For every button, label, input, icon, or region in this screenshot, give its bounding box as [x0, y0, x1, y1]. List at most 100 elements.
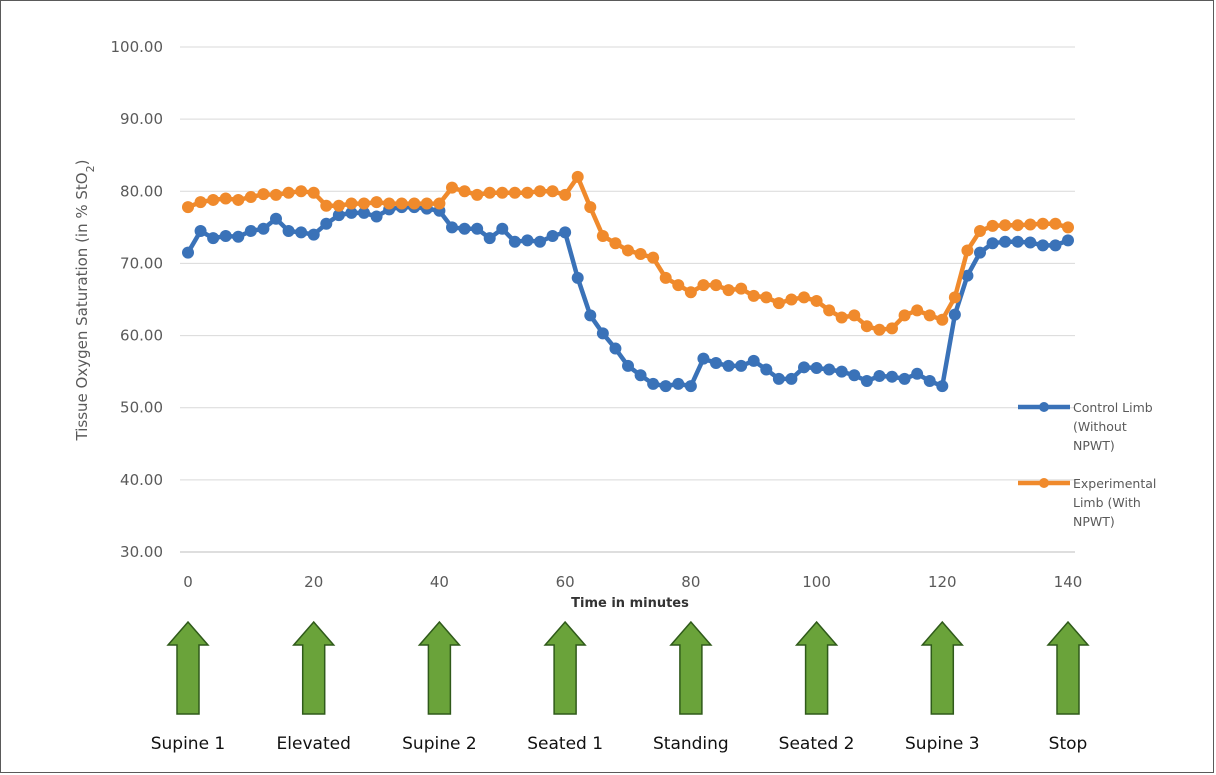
phase-label: Stop [1049, 734, 1088, 754]
y-tick-label: 100.00 [111, 38, 164, 56]
legend: Control Limb (Without NPWT) Experimental Lim… [1018, 400, 1156, 529]
data-point [508, 235, 521, 248]
data-point [244, 191, 257, 204]
data-point [747, 354, 760, 367]
data-point [521, 186, 534, 199]
data-point [534, 235, 546, 248]
data-point [684, 380, 697, 393]
legend-label: Control Limb [1073, 400, 1153, 415]
data-point [911, 367, 924, 380]
data-point [710, 356, 722, 369]
data-point [848, 369, 861, 382]
data-point [622, 359, 634, 372]
legend-label: (Without [1073, 419, 1127, 434]
x-axis-title: Time in minutes [571, 596, 689, 611]
data-point [458, 185, 471, 198]
data-point [332, 199, 345, 212]
data-point [458, 222, 471, 235]
data-point [785, 293, 798, 306]
data-point [999, 219, 1012, 232]
data-point [622, 244, 634, 257]
x-tick-label: 60 [556, 573, 575, 591]
data-point [596, 327, 609, 340]
data-point [332, 209, 345, 222]
phase-arrows [166, 620, 1090, 715]
data-point [823, 304, 836, 317]
data-point [609, 342, 622, 355]
x-tick-label: 120 [928, 573, 957, 591]
data-point [1062, 234, 1074, 247]
data-point [320, 199, 333, 212]
data-point [194, 196, 207, 209]
data-point [433, 197, 446, 210]
legend-label: Limb (With [1073, 495, 1141, 510]
phase-arrow [166, 620, 210, 715]
data-point [798, 291, 810, 304]
data-point [508, 186, 521, 199]
data-point [974, 224, 986, 237]
data-point [647, 377, 660, 390]
data-point [722, 284, 735, 297]
data-point [810, 294, 823, 307]
data-point [571, 170, 584, 183]
phase-arrow [1046, 620, 1090, 715]
data-point [345, 197, 358, 210]
legend-marker [1039, 402, 1049, 412]
legend-label: NPWT) [1073, 514, 1115, 529]
data-point [835, 365, 848, 378]
data-point [370, 196, 383, 209]
data-point [345, 206, 358, 219]
data-point [923, 375, 936, 388]
data-point [923, 309, 936, 322]
data-point [257, 188, 270, 201]
legend-entry: Experimental Limb (With NPWT) [1018, 476, 1156, 529]
x-tick-labels: 0 20 40 60 80 100 120 140 [183, 573, 1082, 591]
data-point [471, 188, 484, 201]
data-point [307, 186, 320, 199]
series-lines [182, 170, 1074, 393]
phase-label: Elevated [277, 734, 351, 754]
data-point [282, 224, 295, 237]
x-tick-label: 140 [1054, 573, 1083, 591]
phase-label: Seated 2 [779, 734, 855, 754]
y-tick-labels: 30.00 40.00 50.00 60.00 70.00 80.00 90.00 100.0… [111, 38, 164, 561]
data-point [860, 375, 873, 388]
y-tick-label: 40.00 [120, 471, 163, 489]
data-point [659, 271, 672, 284]
series-experimental-limb [182, 170, 1074, 336]
x-tick-label: 20 [304, 573, 323, 591]
data-point [823, 363, 836, 376]
data-point [609, 237, 622, 250]
data-point [684, 286, 697, 299]
phase-label: Standing [653, 734, 729, 754]
data-point [1024, 218, 1037, 231]
data-point [182, 201, 194, 214]
data-point [1062, 221, 1074, 234]
data-point [835, 311, 848, 324]
data-point [986, 237, 999, 250]
legend-label: Experimental [1073, 476, 1156, 491]
data-point [898, 309, 911, 322]
data-point [446, 181, 458, 194]
data-point [496, 186, 509, 199]
data-point [1036, 239, 1049, 252]
data-point [383, 197, 396, 210]
data-point [735, 359, 748, 372]
data-point [974, 246, 986, 259]
data-point [747, 289, 760, 302]
data-point [634, 369, 647, 382]
data-point [697, 279, 710, 292]
data-point [483, 232, 496, 245]
data-point [295, 185, 308, 198]
data-point [760, 363, 773, 376]
data-point [948, 308, 961, 321]
series-control-limb [182, 201, 1074, 393]
y-tick-label: 30.00 [120, 543, 163, 561]
data-point [961, 269, 974, 282]
data-point [810, 362, 823, 375]
data-point [961, 244, 974, 257]
data-point [911, 304, 924, 317]
data-point [772, 297, 785, 310]
data-point [320, 217, 333, 230]
